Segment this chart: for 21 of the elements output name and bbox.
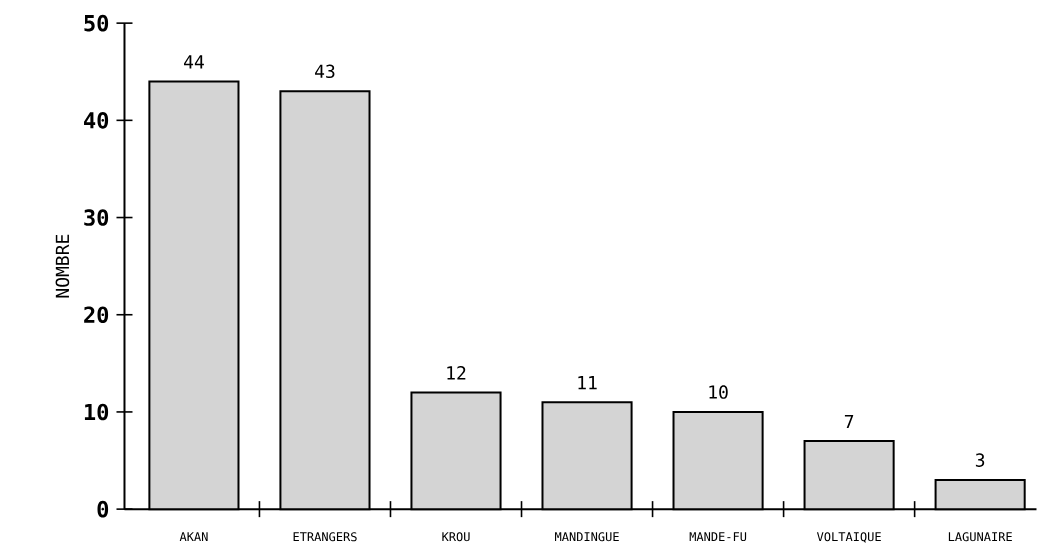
data-label: 12: [447, 366, 466, 380]
x-tick-label: LAGUNAIRE: [948, 532, 1012, 542]
x-tick-label: VOLTAIQUE: [816, 532, 881, 543]
y-tick-label: 30: [84, 209, 109, 226]
y-tick-label: 40: [84, 112, 109, 129]
y-tick-label: 0: [97, 500, 109, 518]
x-tick-label: MANDINGUE: [555, 532, 619, 542]
x-tick-label: MANDE-FU: [689, 532, 747, 542]
x-tick-label: ETRANGERS: [293, 532, 357, 542]
y-tick-label: 50: [84, 14, 109, 32]
data-label: 10: [709, 385, 728, 399]
data-label: 3: [975, 453, 985, 467]
y-tick-label: 20: [84, 306, 109, 324]
data-label: 7: [844, 414, 854, 429]
data-label: 11: [578, 376, 597, 390]
x-tick-label: KROU: [442, 532, 470, 542]
data-label: 43: [315, 64, 335, 79]
y-tick-label: 10: [84, 403, 109, 421]
data-label: 44: [184, 55, 204, 69]
x-tick-label: AKAN: [179, 532, 208, 541]
y-axis-title: NOMBRE: [55, 234, 70, 298]
